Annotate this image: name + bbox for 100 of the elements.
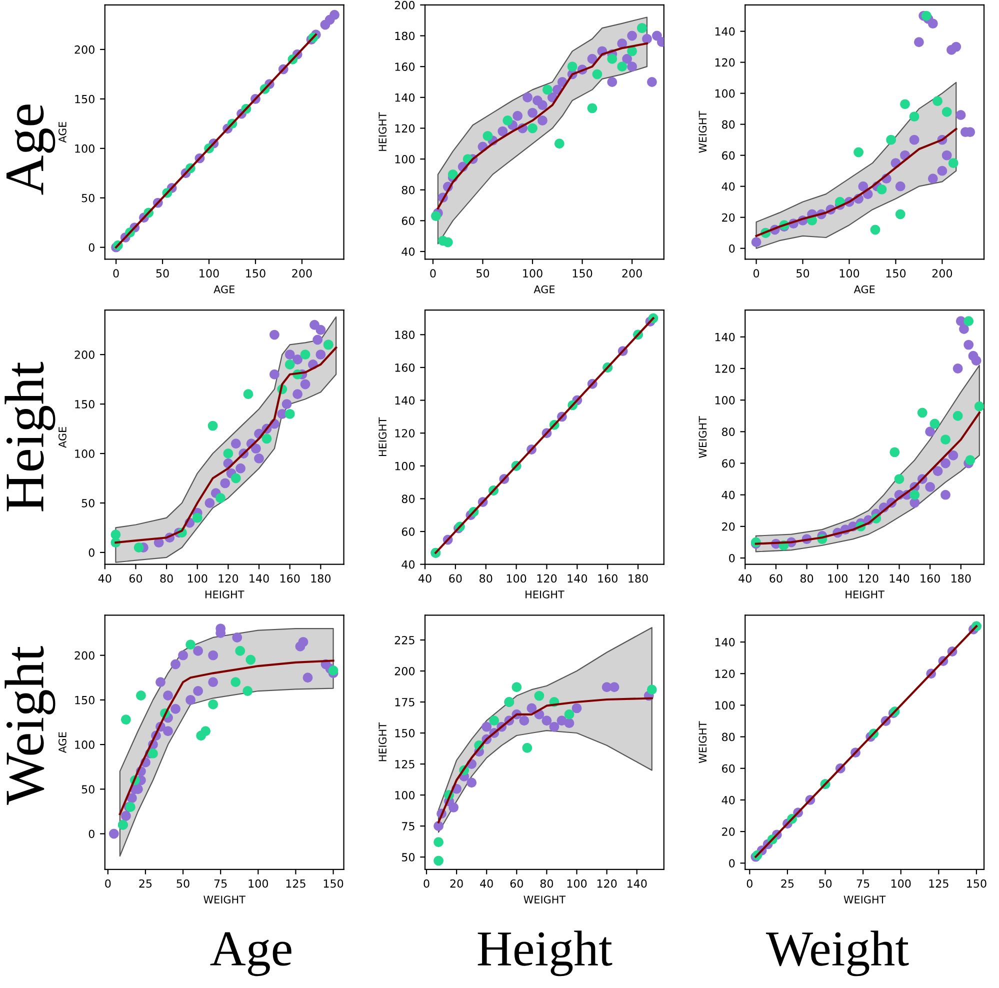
x-tick-label: 0 (105, 879, 111, 888)
y-tick-label: 100 (395, 155, 415, 164)
text: Height (4, 362, 56, 512)
x-tick-label: 100 (200, 269, 219, 278)
x-tick-label: 40 (480, 879, 493, 888)
x-tick-label: 40 (98, 574, 112, 583)
x-axis-title: HEIGHT (526, 590, 564, 598)
y-tick-label: 150 (395, 728, 415, 738)
y-tick-label: 50 (82, 785, 94, 794)
x-axis-title: AGE (854, 285, 875, 294)
x-axis-title: HEIGHT (205, 590, 244, 598)
x-tick-label: 200 (622, 269, 642, 278)
y-tick-label: 100 (715, 396, 735, 404)
y-axis-title: WEIGHT (698, 721, 707, 764)
y-tick-label: 100 (395, 790, 415, 800)
x-tick-label: 180 (628, 574, 648, 583)
x-tick-label: 150 (967, 879, 986, 888)
y-tick-label: 175 (395, 698, 414, 706)
x-tick-label: 50 (176, 879, 190, 888)
y-tick-label: 60 (402, 216, 415, 226)
y-tick-label: 100 (75, 449, 94, 458)
y-tick-label: 120 (715, 58, 735, 67)
y-tick-label: 180 (395, 32, 415, 40)
y-tick-label: 0 (88, 243, 94, 252)
y-tick-label: 200 (74, 651, 94, 660)
y-tick-label: 50 (82, 498, 94, 508)
y-tick-label: 140 (395, 93, 415, 102)
x-tick-label: 125 (929, 879, 948, 888)
y-tick-label: 150 (75, 94, 94, 104)
x-tick-label: 120 (218, 574, 238, 583)
y-tick-label: 200 (394, 0, 415, 10)
y-tick-label: 80 (402, 494, 415, 504)
x-axis-title: AGE (214, 285, 234, 294)
x-tick-label: 25 (139, 879, 152, 888)
x-tick-label: 100 (188, 574, 208, 583)
x-tick-label: 100 (828, 574, 848, 583)
x-tick-label: 60 (770, 574, 782, 583)
y-axis-title: AGE (58, 427, 66, 448)
y-axis-title: HEIGHT (378, 112, 387, 151)
x-tick-label: 100 (891, 879, 911, 888)
y-tick-label: 0 (729, 244, 735, 253)
x-tick-label: 160 (280, 574, 300, 583)
y-tick-label: 40 (402, 560, 415, 569)
y-tick-label: 20 (722, 213, 735, 222)
text: Age (6, 104, 56, 195)
y-tick-label: 120 (715, 670, 735, 678)
y-tick-label: 140 (715, 332, 735, 342)
x-tick-label: 100 (506, 574, 526, 583)
x-tick-label: 60 (449, 574, 462, 583)
x-tick-label: 120 (597, 879, 617, 888)
y-tick-label: 140 (715, 27, 735, 36)
x-tick-label: 200 (292, 269, 312, 278)
x-tick-label: 140 (250, 574, 269, 583)
y-tick-label: 120 (715, 364, 735, 373)
x-tick-label: 100 (567, 879, 587, 888)
x-tick-label: 120 (859, 574, 878, 583)
y-tick-label: 0 (729, 554, 735, 562)
y-tick-label: 100 (715, 701, 735, 710)
y-axis-title: WEIGHT (698, 110, 707, 153)
x-tick-label: 140 (568, 574, 588, 583)
y-tick-label: 20 (722, 522, 735, 531)
x-tick-label: 180 (952, 574, 971, 583)
y-tick-label: 150 (75, 696, 94, 704)
y-tick-label: 0 (729, 859, 735, 868)
y-tick-label: 0 (88, 548, 94, 557)
x-tick-label: 50 (156, 269, 169, 278)
y-tick-label: 160 (395, 363, 415, 372)
y-tick-label: 60 (722, 459, 735, 468)
y-tick-label: 180 (395, 330, 415, 340)
x-tick-label: 50 (476, 269, 490, 278)
y-tick-label: 20 (722, 828, 735, 836)
y-tick-label: 50 (402, 853, 415, 862)
x-tick-label: 150 (886, 269, 906, 278)
x-tick-label: 150 (246, 269, 266, 278)
x-tick-label: 0 (113, 269, 119, 278)
x-tick-label: 50 (819, 879, 832, 888)
y-tick-label: 140 (715, 638, 735, 646)
x-tick-label: 150 (324, 879, 344, 888)
x-tick-label: 160 (920, 574, 940, 583)
y-tick-label: 40 (722, 182, 735, 191)
y-tick-label: 0 (88, 830, 94, 838)
x-tick-label: 40 (418, 574, 432, 583)
y-tick-label: 100 (395, 462, 415, 470)
x-tick-label: 75 (856, 880, 870, 888)
x-tick-label: 75 (214, 880, 227, 888)
y-tick-label: 100 (715, 89, 735, 98)
y-axis-title: WEIGHT (698, 416, 707, 458)
x-tick-label: 40 (738, 574, 752, 583)
y-tick-label: 125 (395, 760, 414, 768)
x-tick-label: 200 (932, 269, 952, 278)
x-tick-label: 100 (523, 269, 542, 278)
y-tick-label: 120 (395, 429, 415, 438)
y-tick-label: 100 (75, 740, 94, 749)
x-tick-label: 150 (572, 269, 592, 278)
y-tick-label: 160 (395, 62, 415, 71)
y-tick-label: 80 (722, 732, 735, 742)
x-tick-label: 60 (510, 879, 523, 888)
text: Weight (766, 930, 909, 976)
y-tick-label: 40 (722, 490, 735, 500)
x-tick-label: 125 (286, 879, 306, 888)
